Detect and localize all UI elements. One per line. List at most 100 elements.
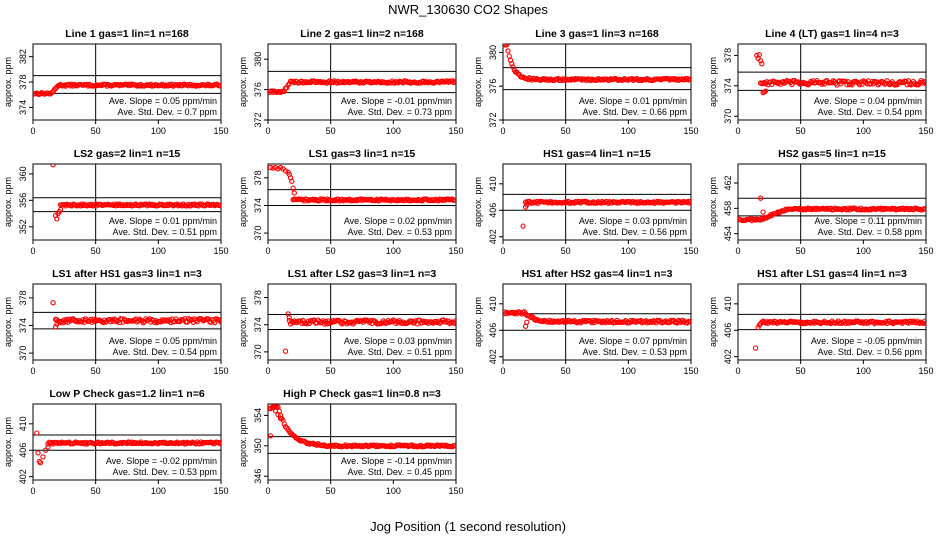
x-tick-label: 0 bbox=[265, 366, 270, 376]
data-point bbox=[52, 324, 59, 330]
x-tick-label: 50 bbox=[91, 486, 101, 496]
data-point bbox=[524, 202, 530, 208]
main-title: NWR_130630 CO2 Shapes bbox=[388, 2, 548, 17]
slope-annotation: Ave. Slope = -0.01 ppm/min bbox=[341, 96, 452, 106]
x-tick-label: 0 bbox=[500, 126, 505, 136]
data-point bbox=[506, 53, 512, 59]
x-tick-label: 50 bbox=[91, 126, 101, 136]
slope-annotation: Ave. Slope = 0.05 ppm/min bbox=[109, 336, 217, 346]
y-tick-label: 378 bbox=[253, 290, 263, 305]
panel-title: HS2 gas=5 lin=1 n=15 bbox=[778, 148, 886, 160]
slope-annotation: Ave. Slope = -0.02 ppm/min bbox=[106, 456, 217, 466]
x-tick-label: 150 bbox=[683, 246, 698, 256]
x-tick-label: 100 bbox=[386, 366, 401, 376]
plot-frame bbox=[737, 283, 927, 361]
y-tick-label: 402 bbox=[488, 349, 498, 364]
slope-annotation: Ave. Slope = 0.01 ppm/min bbox=[109, 216, 217, 226]
data-point bbox=[45, 444, 51, 450]
data-point bbox=[164, 317, 170, 323]
data-point bbox=[453, 317, 456, 324]
y-tick-label: 406 bbox=[723, 323, 733, 338]
panel-8: HS2 gas=5 lin=1 n=15 0 50 100 150 454 458 462 ap… bbox=[708, 148, 934, 256]
y-axis-label: approx. ppm bbox=[708, 177, 718, 227]
x-tick-label: 50 bbox=[326, 126, 336, 136]
y-tick-label: 380 bbox=[253, 52, 263, 67]
slope-annotation: Ave. Slope = 0.01 ppm/min bbox=[579, 96, 687, 106]
y-tick-label: 406 bbox=[488, 203, 498, 218]
y-tick-label: 374 bbox=[253, 198, 263, 213]
data-point bbox=[268, 433, 274, 439]
std-dev-annotation: Ave. Std. Dev. = 0.51 ppm bbox=[348, 347, 452, 357]
data-point bbox=[218, 83, 221, 89]
y-tick-label: 356 bbox=[18, 193, 28, 208]
y-tick-label: 350 bbox=[253, 438, 263, 453]
data-point bbox=[509, 61, 515, 67]
x-tick-label: 50 bbox=[796, 366, 806, 376]
y-tick-label: 402 bbox=[18, 469, 28, 484]
y-tick-label: 372 bbox=[253, 112, 263, 127]
data-point bbox=[520, 223, 526, 229]
data-point bbox=[884, 78, 890, 84]
data-point bbox=[688, 318, 691, 324]
x-tick-label: 0 bbox=[265, 246, 270, 256]
x-tick-label: 100 bbox=[151, 366, 166, 376]
y-tick-label: 382 bbox=[18, 49, 28, 64]
data-point bbox=[268, 164, 274, 171]
x-tick-label: 50 bbox=[326, 246, 336, 256]
data-point bbox=[281, 88, 287, 94]
slope-annotation: Ave. Slope = 0.04 ppm/min bbox=[814, 96, 922, 106]
data-point bbox=[272, 408, 279, 414]
data-point bbox=[504, 44, 510, 48]
panel-1: Line 1 gas=1 lin=1 n=168 0 50 100 150 374 378 3… bbox=[3, 28, 229, 136]
y-tick-label: 370 bbox=[253, 344, 263, 359]
data-point bbox=[113, 317, 119, 323]
data-point bbox=[761, 79, 767, 86]
x-tick-label: 0 bbox=[30, 126, 35, 136]
data-point bbox=[687, 198, 691, 205]
slope-annotation: Ave. Slope = 0.07 ppm/min bbox=[579, 336, 687, 346]
panel-title: High P Check gas=1 lin=0.8 n=3 bbox=[283, 388, 441, 400]
data-point bbox=[453, 79, 456, 85]
y-tick-label: 410 bbox=[488, 296, 498, 311]
data-point bbox=[217, 440, 221, 447]
x-tick-label: 150 bbox=[448, 366, 463, 376]
std-dev-annotation: Ave. Std. Dev. = 0.53 ppm bbox=[113, 467, 217, 477]
x-tick-label: 150 bbox=[683, 126, 698, 136]
data-point bbox=[42, 447, 49, 453]
data-point bbox=[452, 320, 456, 326]
data-point bbox=[282, 348, 289, 354]
y-axis-label: approx. ppm bbox=[708, 297, 718, 347]
data-point bbox=[843, 78, 849, 85]
y-tick-label: 346 bbox=[253, 469, 263, 484]
slope-annotation: Ave. Slope = 0.05 ppm/min bbox=[109, 96, 217, 106]
data-point bbox=[282, 168, 289, 174]
data-point bbox=[217, 317, 221, 323]
slope-annotation: Ave. Slope = 0.02 ppm/min bbox=[344, 216, 452, 226]
y-tick-label: 462 bbox=[723, 175, 733, 190]
x-tick-label: 0 bbox=[500, 366, 505, 376]
data-point bbox=[453, 442, 456, 448]
y-tick-label: 378 bbox=[253, 170, 263, 185]
data-point bbox=[114, 318, 120, 325]
y-axis-label: approx. ppm bbox=[473, 297, 483, 347]
data-point bbox=[757, 58, 764, 64]
x-tick-label: 100 bbox=[151, 246, 166, 256]
x-tick-label: 0 bbox=[735, 246, 740, 256]
y-tick-label: 458 bbox=[723, 201, 733, 216]
std-dev-annotation: Ave. Std. Dev. = 0.45 ppm bbox=[348, 467, 452, 477]
x-axis-label: Jog Position (1 second resolution) bbox=[370, 519, 566, 534]
panel-title: Line 3 gas=1 lin=3 n=168 bbox=[535, 28, 659, 40]
y-axis-label: approx. ppm bbox=[3, 297, 13, 347]
y-tick-label: 372 bbox=[488, 112, 498, 127]
std-dev-annotation: Ave. Std. Dev. = 0.54 ppm bbox=[818, 107, 922, 117]
data-point bbox=[757, 195, 764, 201]
data-point bbox=[503, 44, 509, 48]
x-tick-label: 50 bbox=[326, 366, 336, 376]
x-tick-label: 100 bbox=[151, 126, 166, 136]
y-axis-label: approx. ppm bbox=[473, 57, 483, 107]
data-point bbox=[524, 319, 530, 325]
std-dev-annotation: Ave. Std. Dev. = 0.58 ppm bbox=[818, 227, 922, 237]
y-tick-label: 406 bbox=[18, 443, 28, 458]
x-tick-label: 100 bbox=[386, 126, 401, 136]
